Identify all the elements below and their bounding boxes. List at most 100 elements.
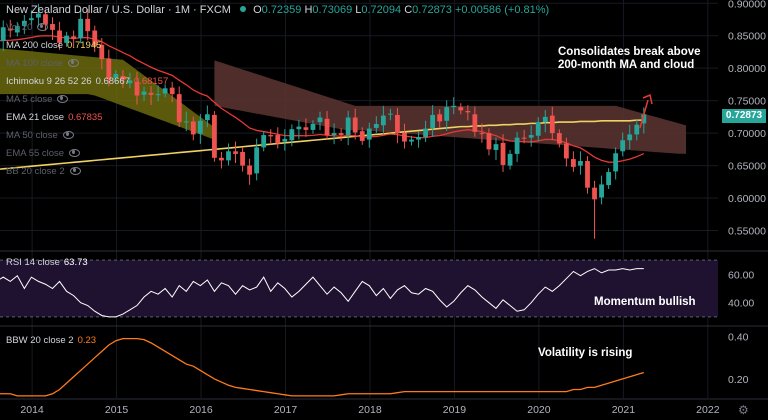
legend-ema55-label: EMA 55 close (6, 148, 65, 159)
legend-bb-label: BB 20 close 2 (6, 166, 65, 177)
candle-body (542, 116, 548, 123)
candle-body (254, 147, 260, 174)
time-tick-label: 2016 (189, 404, 213, 416)
bbw-tick-label: 0.40 (728, 331, 749, 343)
candle-body (120, 75, 126, 80)
legend-rsi-value: 63.73 (63, 257, 88, 268)
candle-body (338, 133, 344, 136)
candles (0, 3, 647, 239)
legend-ma200[interactable]: MA 200 close 0.71945 (6, 40, 101, 51)
legend-ichimoku-value-1: 0.68667 (95, 76, 130, 87)
legend-vol[interactable]: Vol 20 (6, 22, 49, 33)
candle-body (28, 18, 34, 21)
candle-body (423, 128, 428, 138)
legend-ma50[interactable]: MA 50 close (6, 130, 74, 141)
candle-body (556, 133, 562, 144)
candle-body (324, 118, 330, 136)
close-label: C (404, 4, 413, 16)
legend-bb[interactable]: BB 20 close 2 (6, 166, 81, 177)
price-tick-label: 0.85000 (728, 31, 766, 43)
candle-body (345, 117, 351, 136)
candle-body (528, 135, 534, 138)
candle-body (106, 58, 112, 80)
candle-body (585, 161, 590, 188)
candle-body (14, 25, 20, 33)
legend-ichimoku[interactable]: Ichimoku 9 26 52 26 0.68667 0.68157 (6, 76, 168, 87)
candle-body (233, 151, 238, 154)
legend-ema55[interactable]: EMA 55 close (6, 148, 81, 159)
candle-body (521, 137, 527, 139)
annotation-momentum: Momentum bullish (594, 296, 696, 308)
candle-body (641, 114, 647, 124)
change-value: +0.00586 (+0.81%) (454, 4, 550, 16)
bbw-tick-label: 0.20 (728, 374, 749, 386)
candle-body (169, 87, 175, 95)
legend-ma100[interactable]: MA 100 close (6, 58, 80, 69)
market-status-icon (240, 6, 247, 12)
legend-ma200-label: MA 200 close (6, 40, 64, 51)
candle-body (465, 111, 471, 113)
candle-body (437, 114, 443, 122)
candle-body (331, 133, 337, 136)
candle-body (296, 126, 302, 130)
candle-body (240, 151, 245, 166)
candle-body (289, 129, 295, 141)
time-axis: 2014 2015 2016 2017 2018 2019 2020 2021 2022 (20, 404, 719, 416)
candle-body (183, 121, 189, 123)
candle-body (634, 124, 640, 135)
candle-body (99, 44, 105, 60)
high-label: H (304, 4, 313, 16)
candle-body (0, 27, 6, 41)
legend-rsi[interactable]: RSI 14 close 63.73 (6, 257, 88, 268)
candle-body (507, 153, 513, 166)
candle-body (535, 122, 541, 136)
candle-body (500, 142, 506, 165)
legend-bbw[interactable]: BBW 20 close 2 0.23 (6, 335, 96, 346)
candle-body (549, 115, 555, 134)
candle-body (592, 187, 597, 200)
candle-body (613, 153, 619, 172)
candle-body (7, 28, 13, 31)
eye-icon[interactable] (62, 131, 74, 140)
candle-body (479, 133, 485, 135)
eye-icon[interactable] (57, 95, 69, 104)
candle-body (141, 91, 147, 95)
rsi-tick-label: 60.00 (728, 269, 754, 281)
candle-body (50, 24, 55, 30)
candle-body (430, 114, 436, 128)
candle-body (493, 144, 499, 150)
candle-body (359, 131, 365, 141)
candle-body (134, 81, 140, 96)
candle-body (162, 88, 168, 94)
candle-body (275, 135, 281, 144)
candle-body (472, 114, 478, 132)
eye-icon[interactable] (69, 167, 81, 176)
candle-body (380, 115, 386, 126)
ichimoku-cloud-bullish (0, 48, 215, 140)
price-tick-label: 0.75000 (728, 96, 766, 108)
breakout-arrow-head (642, 93, 653, 105)
candle-body (113, 74, 119, 78)
open-label: O (253, 4, 262, 16)
price-axis: 0.90000 0.85000 0.80000 0.75000 0.70000 0.650… (728, 0, 766, 238)
candle-body (268, 135, 274, 137)
candle-body (514, 137, 520, 154)
eye-icon[interactable] (69, 149, 81, 158)
open-value: 0.72359 (261, 4, 302, 16)
eye-icon[interactable] (37, 23, 49, 32)
candle-body (366, 128, 372, 140)
candle-body (204, 114, 210, 121)
candle-body (627, 134, 633, 141)
candle-body (416, 137, 421, 140)
time-tick-label: 2021 (612, 404, 636, 416)
gear-icon[interactable]: ⚙ (738, 403, 749, 417)
candle-body (176, 94, 182, 123)
candle-body (226, 151, 231, 161)
candle-body (317, 117, 323, 123)
eye-icon[interactable] (68, 59, 80, 68)
candle-body (148, 92, 154, 95)
legend-ma5[interactable]: MA 5 close (6, 94, 69, 105)
legend-ema21[interactable]: EMA 21 close 0.67835 (6, 112, 102, 123)
symbol-title[interactable]: New Zealand Dollar / U.S. Dollar · 1M · … (6, 4, 231, 16)
